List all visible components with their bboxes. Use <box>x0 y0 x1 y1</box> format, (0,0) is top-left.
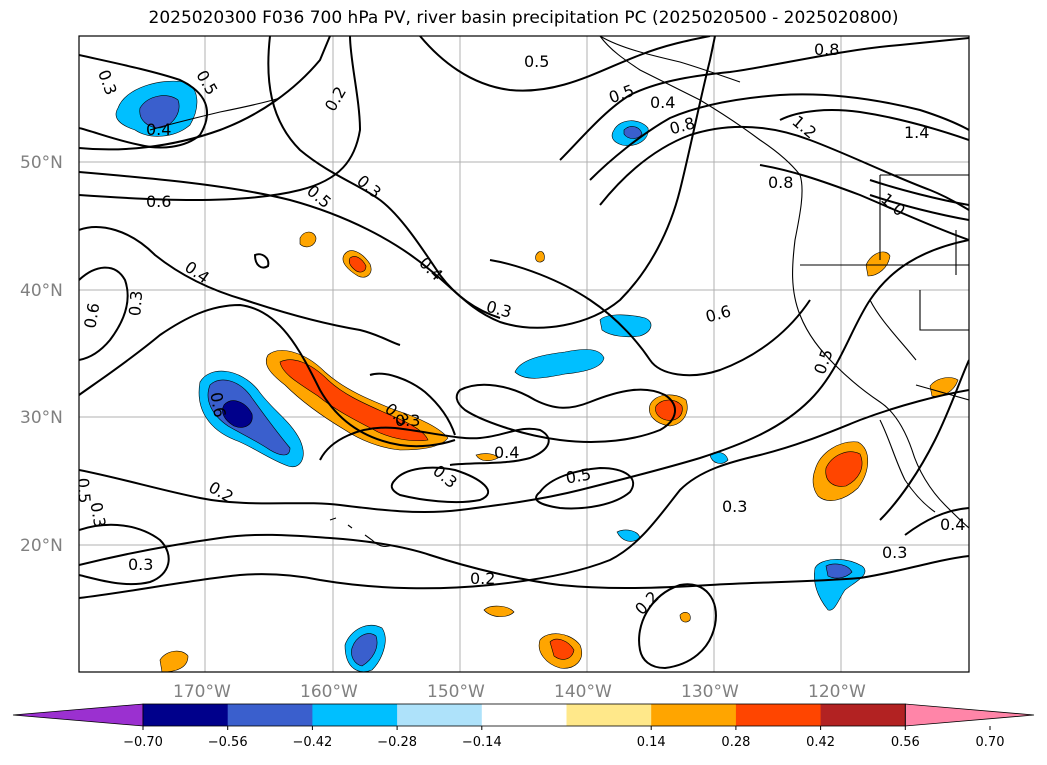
contour-label: 0.5 <box>524 52 549 71</box>
colorbar-frame <box>142 703 906 727</box>
graticule <box>79 36 969 672</box>
contour-label: 0.3 <box>882 543 907 562</box>
colorbar-tick-label: −0.42 <box>292 735 332 750</box>
coastlines <box>149 36 969 547</box>
colorbar-segment <box>820 704 906 726</box>
colorbar-extend-high <box>904 703 1035 727</box>
lat-label: 20°N <box>20 536 63 556</box>
colorbar-tick-label: −0.56 <box>208 735 248 750</box>
colorbar-segment <box>227 704 313 726</box>
lon-label: 170°W <box>173 682 231 702</box>
lat-label: 30°N <box>20 408 63 428</box>
contour-label: 0.4 <box>940 515 965 534</box>
pv-contours <box>79 36 969 670</box>
lat-label: 50°N <box>20 153 63 173</box>
contour-label: 0.4 <box>650 93 675 112</box>
longitude-labels: 170°W 160°W 150°W 140°W 130°W 120°W <box>173 682 866 702</box>
colorbar-tick-label: 0.14 <box>637 735 666 750</box>
colorbar-tick-label: 0.28 <box>721 735 750 750</box>
contour-label: 0.3 <box>128 555 153 574</box>
lon-label: 120°W <box>808 682 866 702</box>
colorbar-segment <box>566 704 652 726</box>
colorbar-tick-label: −0.14 <box>462 735 502 750</box>
contour-label: 1.4 <box>904 123 929 142</box>
lon-label: 130°W <box>681 682 739 702</box>
colorbar: −0.70 −0.56 −0.42 −0.28 −0.14 0.14 0.28 0.42 0.5… <box>12 703 1035 750</box>
contour-label: 0.3 <box>722 497 747 516</box>
lat-label: 40°N <box>20 281 63 301</box>
lon-label: 140°W <box>554 682 612 702</box>
lon-label: 150°W <box>427 682 485 702</box>
contour-label: 0.5 <box>73 477 94 504</box>
colorbar-tick-label: 0.70 <box>976 735 1005 750</box>
contour-label: 0.3 <box>395 411 420 430</box>
contour-label: 0.6 <box>206 391 229 419</box>
colorbar-segment <box>735 704 822 726</box>
map-border <box>78 35 970 673</box>
colorbar-tick-label: −0.70 <box>123 735 163 750</box>
colorbar-tick-label: 0.56 <box>891 735 920 750</box>
colorbar-tick-label: 0.42 <box>806 735 835 750</box>
contour-label: 0.5 <box>564 464 592 487</box>
contour-label: 0.4 <box>146 120 171 139</box>
colorbar-segment <box>312 704 398 726</box>
figure-title: 2025020300 F036 700 hPa PV, river basin … <box>148 8 899 28</box>
latitude-labels: 50°N 40°N 30°N 20°N <box>20 153 63 556</box>
colorbar-extend-low <box>12 703 144 727</box>
colorbar-tick-label: −0.28 <box>377 735 417 750</box>
contour-label: 0.4 <box>494 443 519 462</box>
contour-label: 0.6 <box>80 301 103 329</box>
colorbar-segment <box>397 704 483 726</box>
contour-label: 0.2 <box>470 569 495 588</box>
colorbar-segment <box>143 704 229 726</box>
lon-label: 160°W <box>300 682 358 702</box>
colorbar-segment <box>481 704 567 726</box>
contour-label: 0.6 <box>146 192 171 211</box>
contour-label: 0.8 <box>768 173 793 192</box>
colorbar-segment <box>651 704 737 726</box>
contour-label: 0.3 <box>125 290 146 317</box>
contour-label: 0.3 <box>86 501 109 529</box>
contour-label: 0.8 <box>814 40 839 59</box>
